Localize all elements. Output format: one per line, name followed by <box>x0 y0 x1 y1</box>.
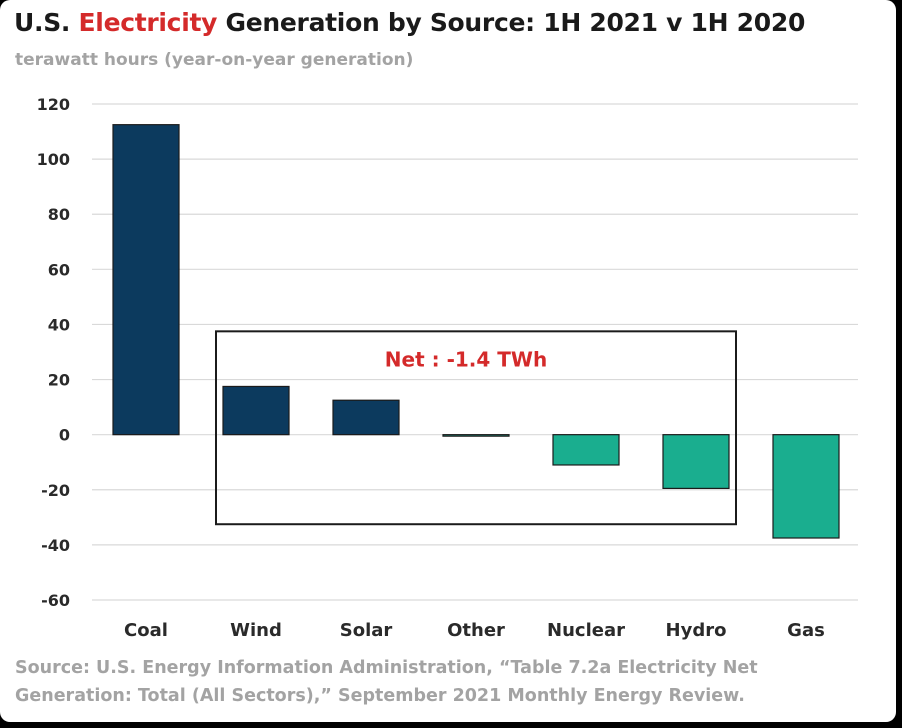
chart-title: U.S. Electricity Generation by Source: 1… <box>14 8 805 37</box>
title-suffix: Generation by Source: 1H 2021 v 1H 2020 <box>217 8 806 37</box>
bar-chart: 120 100 80 60 40 20 0 -20 -40 -60 Coal Wind Solar Oth… <box>37 95 858 641</box>
bar-nuclear <box>552 434 620 466</box>
x-tick-label: Solar <box>340 620 393 641</box>
bar-gas <box>772 434 840 539</box>
y-tick-label: 100 <box>37 150 70 169</box>
y-tick-label: 40 <box>48 315 70 334</box>
y-tick-label: 80 <box>48 205 70 224</box>
y-tick-label: 60 <box>48 260 70 279</box>
net-annotation-label: Net : -1.4 TWh <box>385 347 547 371</box>
x-tick-label: Hydro <box>666 620 727 641</box>
x-tick-label: Coal <box>124 620 168 641</box>
x-tick-label: Gas <box>787 620 825 641</box>
x-tick-label: Other <box>447 620 505 641</box>
bar-hydro <box>662 434 730 489</box>
y-tick-label: 0 <box>59 426 70 445</box>
y-tick-label: -40 <box>41 536 70 555</box>
net-annotation-box <box>215 330 737 526</box>
bar-solar <box>332 399 400 436</box>
bar-coal <box>112 124 180 436</box>
chart-subtitle: terawatt hours (year-on-year generation) <box>15 50 414 70</box>
y-tick-label: 20 <box>48 371 70 390</box>
x-tick-label: Wind <box>230 620 282 641</box>
y-tick-label: -20 <box>41 481 70 500</box>
title-highlight: Electricity <box>78 8 218 37</box>
title-prefix: U.S. <box>14 8 79 37</box>
x-tick-label: Nuclear <box>547 620 625 641</box>
y-tick-label: -60 <box>41 591 70 610</box>
bar-other <box>442 434 510 437</box>
bar-wind <box>222 385 290 436</box>
y-tick-label: 120 <box>37 95 70 114</box>
source-note: Source: U.S. Energy Information Administ… <box>15 658 758 706</box>
